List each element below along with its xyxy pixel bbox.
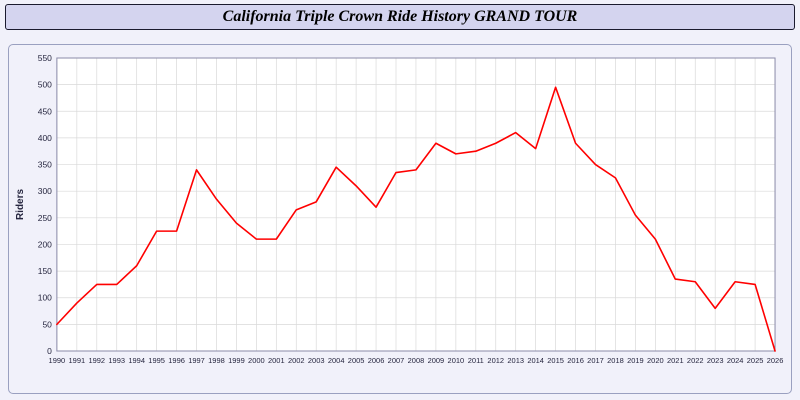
x-tick-label: 2025 xyxy=(747,356,764,365)
x-tick-label: 2005 xyxy=(348,356,365,365)
x-tick-label: 2006 xyxy=(368,356,385,365)
x-tick-label: 2000 xyxy=(248,356,265,365)
x-tick-label: 1992 xyxy=(88,356,105,365)
y-tick-label: 250 xyxy=(38,213,52,223)
x-tick-label: 2011 xyxy=(468,356,484,365)
x-tick-label: 2010 xyxy=(448,356,465,365)
y-tick-label: 100 xyxy=(38,293,52,303)
x-tick-label: 1993 xyxy=(108,356,125,365)
y-tick-label: 200 xyxy=(38,239,52,249)
x-tick-label: 2017 xyxy=(587,356,604,365)
x-tick-label: 2013 xyxy=(507,356,524,365)
x-tick-label: 1997 xyxy=(188,356,205,365)
y-tick-label: 150 xyxy=(38,266,52,276)
x-tick-label: 2019 xyxy=(627,356,644,365)
chart-title: California Triple Crown Ride History GRA… xyxy=(222,8,578,25)
series-line xyxy=(56,86,776,352)
x-tick-label: 2007 xyxy=(388,356,405,365)
x-tick-label: 1991 xyxy=(69,356,86,365)
x-tick-label: 1999 xyxy=(228,356,245,365)
x-tick-label: 2024 xyxy=(727,356,744,365)
x-tick-label: 2004 xyxy=(328,356,345,365)
y-axis-label: Riders xyxy=(15,189,26,221)
x-tick-label: 2015 xyxy=(547,356,564,365)
plot-border xyxy=(56,57,776,352)
x-tick-label: 2022 xyxy=(687,356,704,365)
x-tick-label: 2018 xyxy=(607,356,624,365)
line-chart: 1990 1991 1992 1993 1994 1995 1996 1997 1998 1999… xyxy=(15,53,784,365)
x-tick-label: 1990 xyxy=(49,356,66,365)
x-tick-label: 2021 xyxy=(667,356,684,365)
x-tick-label: 2001 xyxy=(268,356,285,365)
chart-title-bar: California Triple Crown Ride History GRA… xyxy=(5,4,795,30)
y-tick-label: 0 xyxy=(47,346,52,356)
x-tick-label: 2026 xyxy=(767,356,784,365)
y-tick-label: 300 xyxy=(38,186,52,196)
y-tick-label: 550 xyxy=(38,53,52,63)
x-tick-label: 2012 xyxy=(487,356,504,365)
x-tick-label: 2003 xyxy=(308,356,325,365)
x-tick-label: 1994 xyxy=(128,356,145,365)
chart-container: 1990 1991 1992 1993 1994 1995 1996 1997 1998 1999… xyxy=(8,44,792,394)
y-tick-label: 500 xyxy=(38,80,52,90)
y-tick-label: 50 xyxy=(42,319,52,329)
y-tick-label: 400 xyxy=(38,133,52,143)
x-tick-label: 2009 xyxy=(428,356,445,365)
x-tick-label: 1996 xyxy=(168,356,185,365)
x-tick-label: 2016 xyxy=(567,356,584,365)
y-tick-label: 450 xyxy=(38,106,52,116)
x-tick-label: 2014 xyxy=(527,356,544,365)
x-tick-label: 2023 xyxy=(707,356,724,365)
y-tick-label: 350 xyxy=(38,160,52,170)
x-tick-label: 2002 xyxy=(288,356,305,365)
x-tick-label: 2008 xyxy=(408,356,425,365)
x-tick-label: 2020 xyxy=(647,356,664,365)
x-tick-label: 1995 xyxy=(148,356,165,365)
x-tick-label: 1998 xyxy=(208,356,225,365)
